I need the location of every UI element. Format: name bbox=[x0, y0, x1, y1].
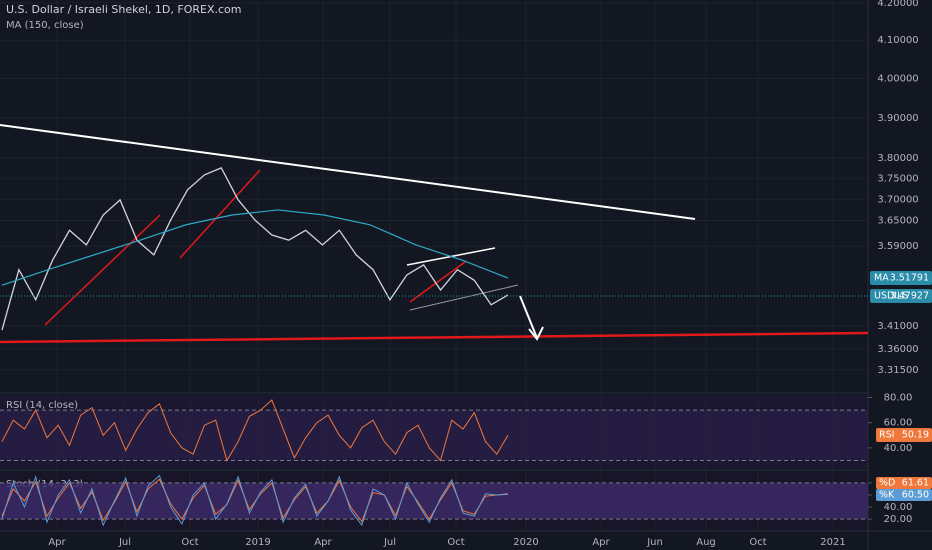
channel-line bbox=[179, 169, 261, 259]
trend-line bbox=[0, 124, 696, 220]
rsi-tag-value: 50.19 bbox=[902, 430, 929, 441]
time-axis-label: Jul bbox=[383, 537, 396, 548]
price-axis-label: 4.00000 bbox=[877, 74, 918, 85]
rsi-axis-label: 40.00 bbox=[884, 443, 913, 454]
price-axis-label: 3.80000 bbox=[877, 153, 918, 164]
stoch-line bbox=[1, 474, 509, 527]
stoch-tag-value: 60.50 bbox=[902, 490, 929, 501]
price-axis-label: 4.10000 bbox=[877, 35, 918, 46]
time-axis-label: Jul bbox=[118, 537, 131, 548]
stoch-tag bbox=[876, 489, 932, 501]
price-axis-label: 3.70000 bbox=[877, 194, 918, 205]
stoch-axis-label: 20.00 bbox=[884, 514, 913, 525]
rsi-tag-name: RSI bbox=[879, 430, 894, 441]
price-tag-name: USDILS bbox=[874, 291, 908, 302]
stoch-tag-name: %K bbox=[879, 490, 895, 501]
arrow bbox=[519, 295, 538, 339]
price-tag bbox=[870, 271, 932, 285]
time-axis-label: Jun bbox=[646, 537, 663, 548]
price-line bbox=[1, 209, 509, 286]
price-axis-label: 3.59000 bbox=[877, 241, 918, 252]
price-axis-label: 4.20000 bbox=[877, 0, 918, 9]
channel-line bbox=[409, 261, 466, 303]
indicator-label: MA (150, close) bbox=[6, 20, 84, 31]
time-axis-label: Oct bbox=[447, 537, 464, 548]
price-tag-value: 3.47927 bbox=[890, 291, 929, 302]
rsi-line bbox=[1, 399, 509, 462]
time-axis-label: 2020 bbox=[513, 537, 538, 548]
price-tag-name: MA bbox=[874, 273, 889, 284]
support-line bbox=[0, 331, 869, 344]
time-axis-label: Apr bbox=[48, 537, 66, 548]
price-axis-label: 3.36000 bbox=[877, 344, 918, 355]
stoch-tag-value: 61.61 bbox=[902, 478, 929, 489]
time-axis-label: Oct bbox=[749, 537, 766, 548]
price-axis-label: 3.65000 bbox=[877, 216, 918, 227]
arrow-head bbox=[528, 326, 544, 341]
time-axis-label: 2021 bbox=[820, 537, 845, 548]
time-axis-label: Oct bbox=[181, 537, 198, 548]
time-axis-label: 2019 bbox=[245, 537, 270, 548]
stoch-tag bbox=[876, 477, 932, 489]
symbol-title: U.S. Dollar / Israeli Shekel, 1D, FOREX.… bbox=[6, 3, 242, 16]
price-tag-value: 3.51791 bbox=[890, 273, 929, 284]
wedge-line bbox=[409, 284, 519, 311]
price-tag bbox=[870, 289, 932, 303]
price-axis-label: 3.41000 bbox=[877, 321, 918, 332]
rsi-axis-label: 80.00 bbox=[884, 393, 913, 404]
stoch-tag-name: %D bbox=[879, 478, 895, 489]
stoch-axis-label: 40.00 bbox=[884, 502, 913, 513]
rsi-axis-label: 60.00 bbox=[884, 418, 913, 429]
time-axis-label: Apr bbox=[314, 537, 332, 548]
rsi-tag bbox=[876, 428, 932, 442]
price-axis-label: 3.90000 bbox=[877, 113, 918, 124]
channel-line bbox=[44, 214, 161, 326]
rsi-label: RSI (14, close) bbox=[6, 400, 78, 411]
time-axis-label: Apr bbox=[592, 537, 610, 548]
price-axis-label: 3.75000 bbox=[877, 174, 918, 185]
price-line bbox=[1, 167, 509, 331]
stoch-band bbox=[0, 482, 868, 520]
price-axis-label: 3.31500 bbox=[877, 365, 918, 376]
time-axis-label: Aug bbox=[696, 537, 716, 548]
